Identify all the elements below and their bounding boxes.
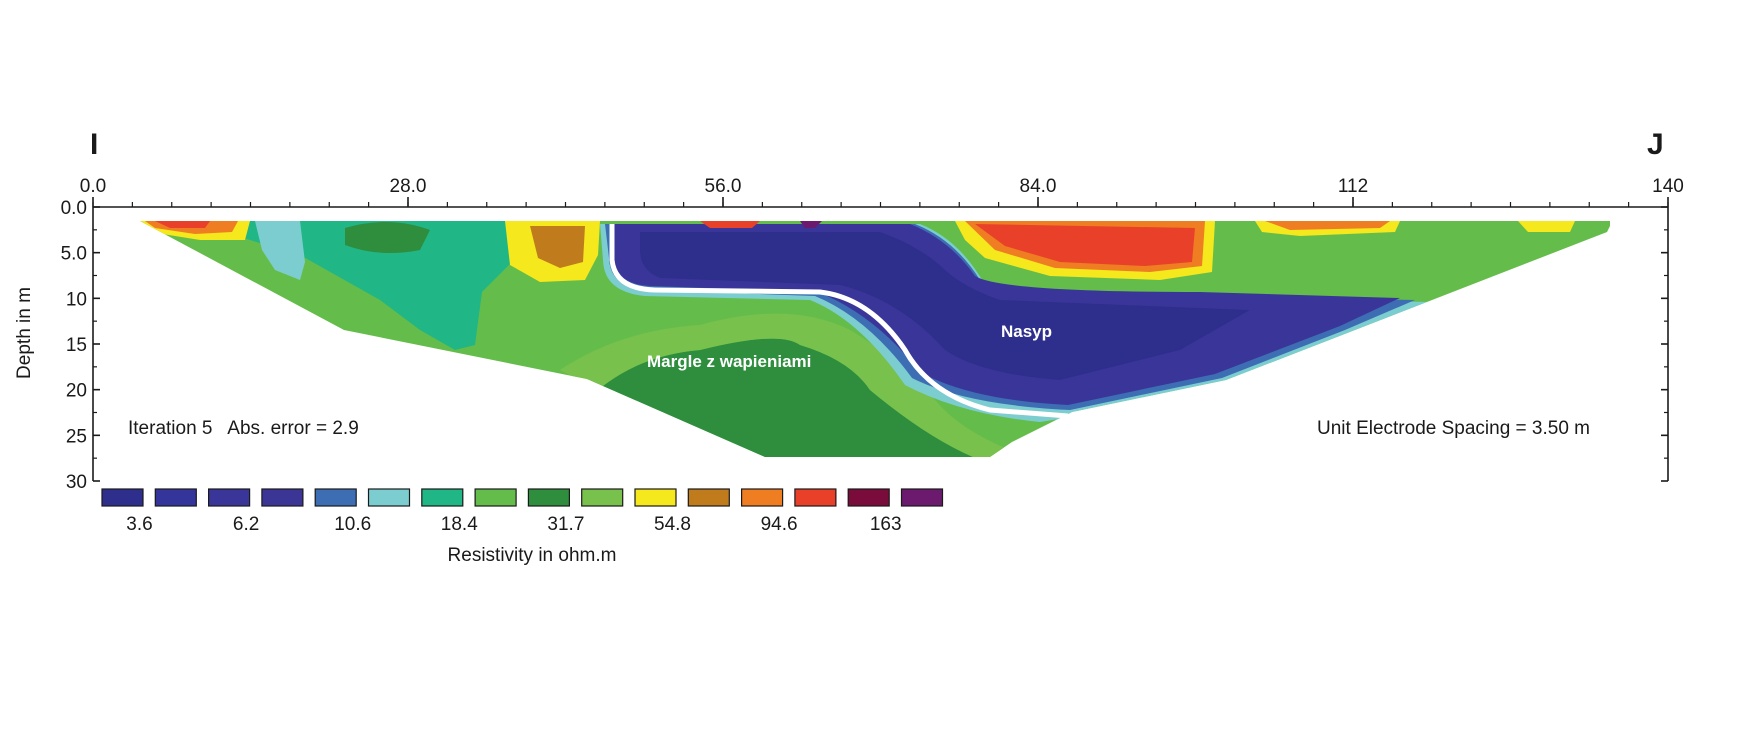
anomaly-yellow-5 [1518,221,1575,232]
legend-swatch [527,488,571,507]
anomaly-brown-2 [530,226,585,268]
y-tick-label: 10 [66,289,87,310]
zone-darkgreen-upper [345,221,430,254]
legend-label: 3.6 [126,514,152,535]
zone-label-nasyp: Nasyp [1001,322,1053,341]
legend-swatch [421,488,464,507]
anomaly-red-6 [700,221,760,228]
x-tick-label: 140 [1652,176,1684,197]
y-tick-label: 20 [66,381,87,402]
legend-swatch [261,488,304,507]
profile-end-label: J [1647,128,1664,161]
legend-swatch [101,488,144,507]
legend-swatch [367,488,411,507]
legend-label: 6.2 [233,514,259,535]
y-tick-label: 25 [66,426,87,447]
zone-label-margle: Margle z wapieniami [647,352,812,371]
zone-lightgreen-ring [560,313,1010,457]
y-ticks: 0.0 5.0 10 15 20 25 30 [61,198,1668,493]
iteration-note: Iteration 5 Abs. error = 2.9 [128,418,359,439]
zone-nasyp-deep [640,232,1250,380]
legend-swatch [900,488,944,507]
y-tick-label: 30 [66,472,87,493]
x-tick-label: 112 [1338,176,1368,197]
x-tick-label: 0.0 [80,176,106,197]
x-major-ticks: 0.0 28.0 56.0 84.0 112 140 [80,176,1684,207]
boundary-line [609,224,1069,419]
legend-swatch [314,488,357,507]
legend-title: Resistivity in ohm.m [448,545,617,566]
anomaly-purple [800,221,822,228]
y-tick-label: 5.0 [61,244,87,265]
legend-swatch [847,488,890,507]
legend-swatch [794,488,837,507]
legend-labels: 3.6 6.2 10.6 18.4 31.7 54.8 94.6 163 [126,514,901,535]
legend-label: 18.4 [441,514,478,535]
legend-swatch [740,488,784,507]
legend-swatch [154,488,197,507]
zone-green-right [1220,221,1610,300]
zone-darkgreen-lower [598,338,980,457]
legend-swatches [101,488,944,507]
electrode-spacing-note: Unit Electrode Spacing = 3.50 m [1317,418,1591,439]
legend-label: 163 [870,514,902,535]
legend-label: 31.7 [547,514,584,535]
y-tick-label: 15 [66,335,87,356]
y-axis-label: Depth in m [14,287,35,379]
legend-label: 94.6 [761,514,798,535]
legend-swatch [634,488,677,507]
y-tick-label: 0.0 [61,198,87,219]
legend-swatch [687,488,730,507]
legend-swatch [474,488,517,507]
anomaly-orange-4 [1265,221,1390,230]
legend-label: 54.8 [654,514,691,535]
anomaly-red-1 [155,221,210,228]
zone-lightblue-left [255,221,305,280]
x-tick-label: 28.0 [390,176,427,197]
x-tick-label: 84.0 [1020,176,1057,197]
anomaly-red-3 [975,224,1195,266]
x-minor-ticks [92,202,1669,207]
legend-swatch [581,488,624,507]
legend-label: 10.6 [334,514,371,535]
legend-swatch [208,488,251,507]
zone-teal-left [140,221,520,350]
x-tick-label: 56.0 [705,176,742,197]
profile-start-label: I [90,128,99,161]
